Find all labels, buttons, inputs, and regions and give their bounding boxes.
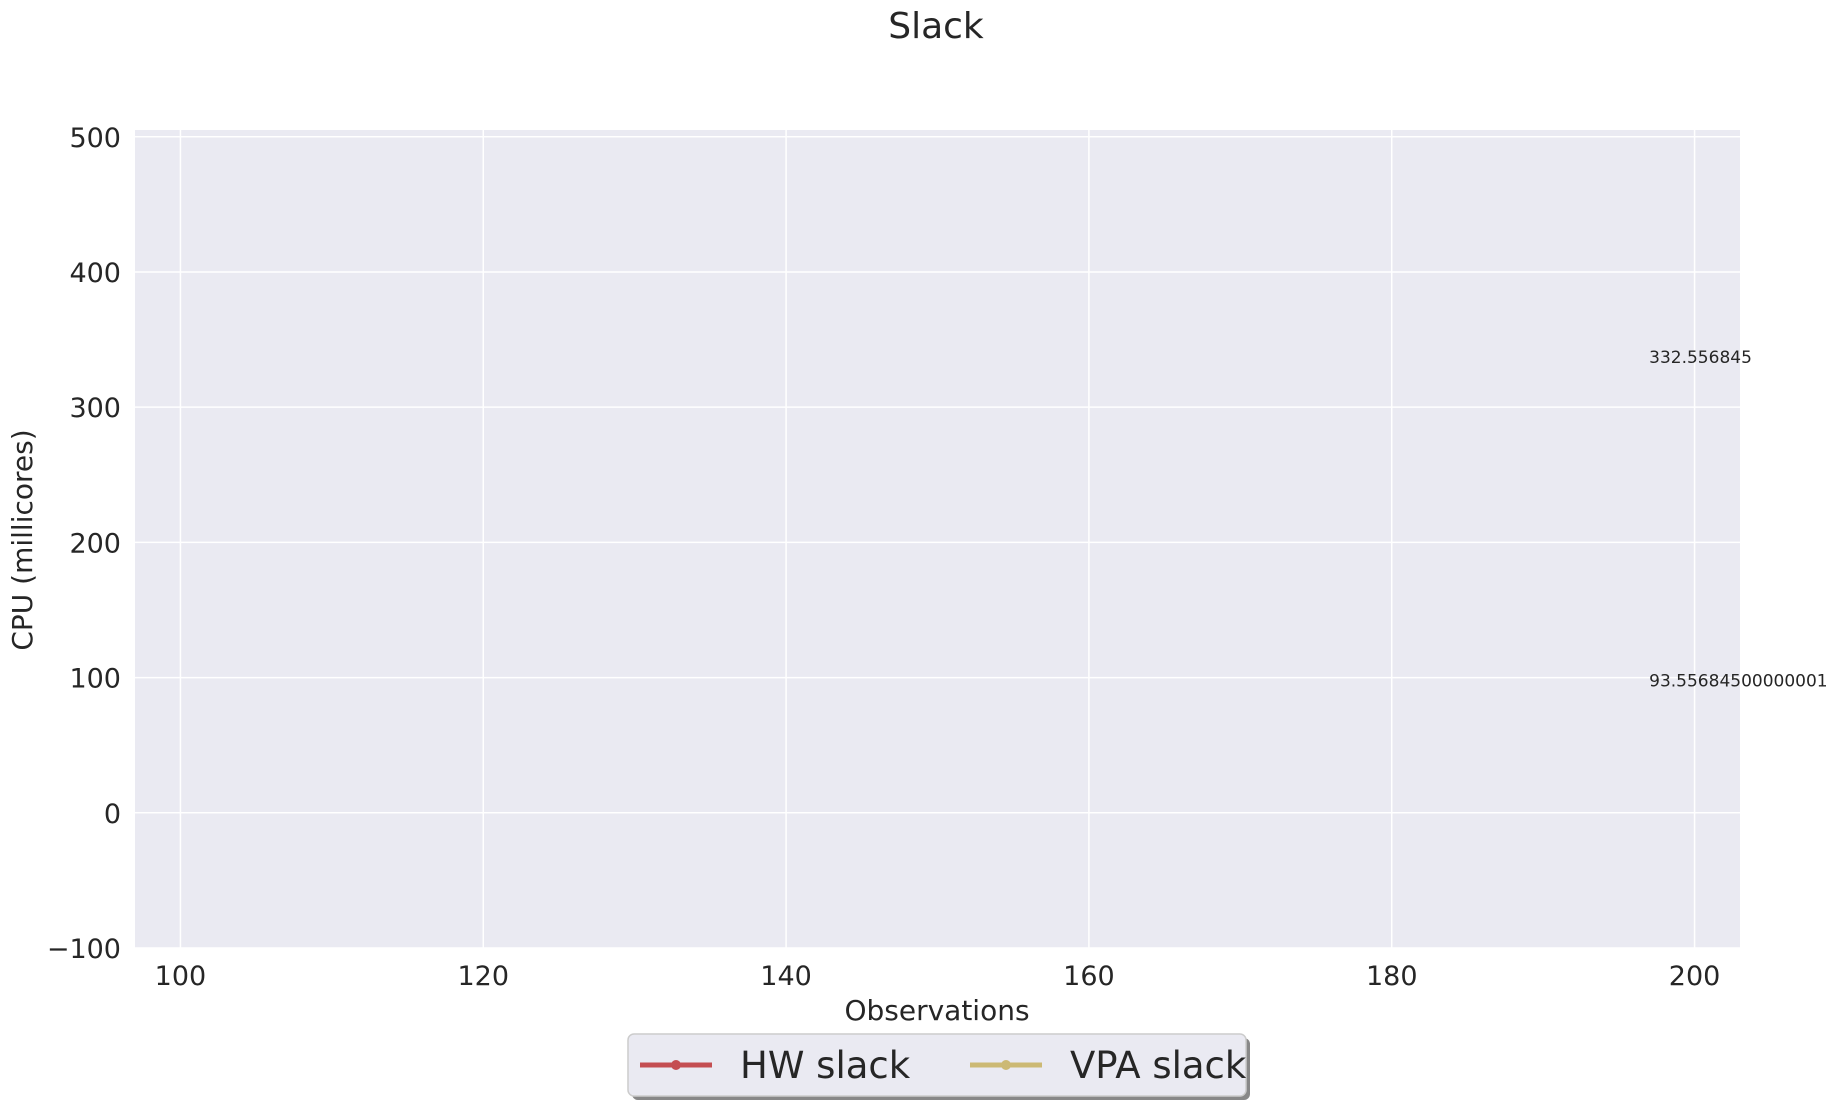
- y-tick-label: 300: [69, 393, 121, 424]
- y-tick-label: 500: [69, 123, 121, 154]
- legend-label: VPA slack: [1070, 1044, 1247, 1087]
- plot-area: [135, 130, 1740, 948]
- y-axis-title: CPU (millicores): [6, 429, 39, 650]
- legend-marker: [1001, 1060, 1011, 1070]
- x-tick-label: 140: [760, 961, 812, 992]
- x-tick-label: 120: [457, 961, 509, 992]
- y-tick-label: 100: [69, 664, 121, 695]
- y-tick-label: 200: [69, 528, 121, 559]
- legend-frame: [627, 1033, 1247, 1097]
- x-axis-title: Observations: [844, 994, 1029, 1027]
- y-axis: −100 0 100 200 300 400 500: [47, 123, 121, 965]
- x-tick-label: 180: [1366, 961, 1418, 992]
- x-axis: 100 120 140 160 180 200: [155, 961, 1721, 992]
- legend-marker: [671, 1060, 681, 1070]
- chart-title: Slack: [888, 6, 984, 47]
- x-tick-label: 160: [1063, 961, 1115, 992]
- legend-label: HW slack: [740, 1044, 911, 1087]
- x-tick-label: 200: [1669, 961, 1721, 992]
- y-tick-label: 0: [104, 799, 121, 830]
- data-label: 93.55684500000001: [1649, 671, 1827, 691]
- x-tick-label: 100: [155, 961, 207, 992]
- y-tick-label: −100: [47, 934, 121, 965]
- legend: HW slack VPA slack: [627, 1033, 1250, 1100]
- y-tick-label: 400: [69, 258, 121, 289]
- annotations: 332.556845 93.55684500000001: [1649, 348, 1827, 691]
- grid: [135, 130, 1740, 949]
- data-label: 332.556845: [1649, 348, 1752, 368]
